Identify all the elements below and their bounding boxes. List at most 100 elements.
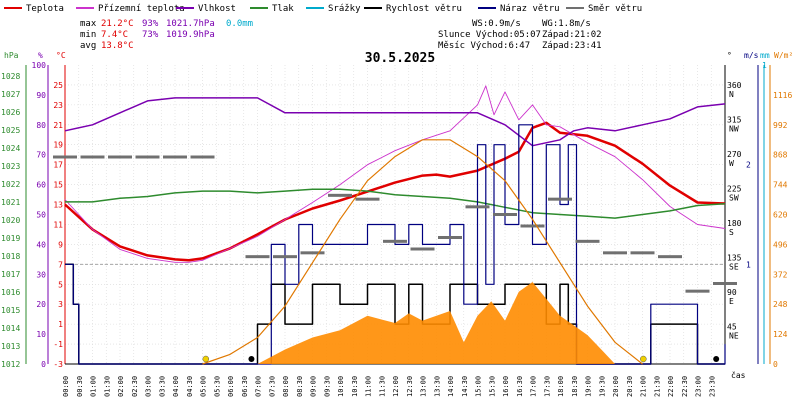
tick-wm2: 248: [773, 300, 788, 309]
wind-direction-mark: [53, 155, 77, 159]
tick-x: 07:30: [268, 376, 276, 397]
wind-direction-mark: [603, 251, 627, 255]
legend-label-vlhkost: Vlhkost: [198, 4, 236, 14]
wind-direction-mark: [520, 224, 545, 228]
wind-direction-mark: [135, 155, 160, 159]
series-solar-line: [202, 139, 643, 365]
tick-c: 19: [53, 141, 63, 150]
stat-min-temp: 7.4°C: [101, 30, 128, 40]
tick-pct: 50: [36, 211, 46, 220]
axes: hPa% °C1028102710261025102410231022102110…: [1, 51, 793, 397]
tick-hpa: 1018: [1, 252, 20, 261]
tick-dir-label: S: [729, 228, 734, 237]
legend-label-naraz: Náraz větru: [500, 4, 560, 14]
stat-moon-set: Západ:23:41: [542, 41, 602, 51]
tick-wm2: 124: [773, 330, 788, 339]
moonset-marker: [713, 356, 720, 362]
tick-x: 00:00: [62, 376, 70, 397]
tick-c: 17: [53, 161, 63, 170]
axis-title-ms: m/s: [744, 51, 759, 60]
tick-c: 5: [58, 280, 63, 289]
tick-c: 25: [53, 81, 63, 90]
tick-x: 12:00: [392, 376, 400, 397]
tick-hpa: 1017: [1, 270, 20, 279]
series-vlhkost-line: [64, 97, 726, 147]
tick-x: 01:00: [90, 376, 98, 397]
tick-x: 21:30: [653, 376, 661, 397]
axis-title-x: čas: [731, 370, 746, 380]
tick-c: 1: [58, 320, 63, 329]
stats-panel: max 21.2°C 93% 1021.7hPa 0.0mm min 7.4°C…: [80, 19, 602, 51]
tick-x: 18:30: [571, 376, 579, 397]
tick-x: 19:00: [585, 376, 593, 397]
tick-x: 22:00: [667, 376, 675, 397]
wind-direction-mark: [80, 155, 105, 159]
tick-c: 3: [58, 300, 63, 309]
tick-dir-label: SW: [729, 194, 739, 203]
wind-direction-mark: [108, 155, 132, 159]
tick-ms: 1: [746, 260, 751, 269]
tick-x: 02:30: [131, 376, 139, 397]
tick-pct: 60: [36, 181, 46, 190]
tick-dir-deg: 45: [727, 323, 737, 332]
legend-label-rychlost: Rychlost větru: [386, 4, 462, 14]
wind-direction-mark: [658, 255, 682, 259]
tick-hpa: 1026: [1, 108, 20, 117]
wind-direction-mark: [383, 239, 407, 243]
tick-x: 10:00: [337, 376, 345, 397]
tick-x: 16:30: [516, 376, 524, 397]
tick-wm2: 992: [773, 121, 788, 130]
tick-x: 11:30: [378, 376, 386, 397]
tick-hpa: 1022: [1, 180, 20, 189]
wind-direction-mark: [685, 289, 710, 293]
chart-title: 30.5.2025: [365, 51, 435, 66]
tick-dir-label: NW: [729, 125, 739, 134]
tick-wm2: 0: [773, 360, 778, 369]
stat-max-label: max: [80, 19, 97, 29]
tick-pct: 100: [32, 61, 47, 70]
sunrise-marker: [202, 355, 210, 363]
wind-direction-mark: [438, 236, 462, 239]
tick-dir-label: E: [729, 297, 734, 306]
tick-x: 18:00: [557, 376, 565, 397]
tick-hpa: 1013: [1, 342, 20, 351]
tick-wm2: 372: [773, 270, 788, 279]
tick-hpa: 1028: [1, 72, 20, 81]
tick-x: 08:30: [296, 376, 304, 397]
tick-c: 9: [58, 240, 63, 249]
tick-hpa: 1027: [1, 90, 20, 99]
tick-x: 14:00: [447, 376, 455, 397]
legend-label-prizemni: Přízemní teplota: [98, 4, 185, 14]
legend-label-tlak: Tlak: [272, 4, 294, 14]
tick-c: 13: [53, 201, 63, 210]
wind-direction-mark: [273, 255, 297, 259]
tick-x: 01:30: [103, 376, 111, 397]
tick-hpa: 1021: [1, 198, 20, 207]
tick-x: 19:30: [598, 376, 606, 397]
tick-wm2: 868: [773, 151, 788, 160]
tick-x: 06:00: [227, 376, 235, 397]
tick-dir-label: NE: [729, 332, 739, 341]
tick-x: 14:30: [461, 376, 469, 397]
tick-c: -1: [53, 340, 63, 349]
tick-wm2: 496: [773, 240, 788, 249]
wind-direction-mark: [300, 251, 325, 255]
tick-x: 15:30: [488, 376, 496, 397]
series-tlak-line: [65, 188, 726, 219]
axis-title-c: °C: [56, 51, 66, 60]
stat-max-rain: 0.0mm: [226, 19, 253, 29]
wind-direction-mark: [493, 213, 517, 216]
tick-x: 17:30: [543, 376, 551, 397]
wind-direction-mark: [575, 239, 600, 243]
legend-label-smer: Směr větru: [588, 4, 642, 14]
tick-x: 00:30: [76, 376, 84, 397]
tick-x: 17:00: [530, 376, 538, 397]
tick-dir-deg: 90: [727, 288, 737, 297]
tick-x: 12:30: [406, 376, 414, 397]
tick-x: 08:00: [282, 376, 290, 397]
tick-x: 23:30: [708, 376, 716, 397]
series-prizemni-line: [64, 85, 726, 263]
tick-wm2: 620: [773, 211, 788, 220]
tick-dir-label: W: [729, 159, 734, 168]
